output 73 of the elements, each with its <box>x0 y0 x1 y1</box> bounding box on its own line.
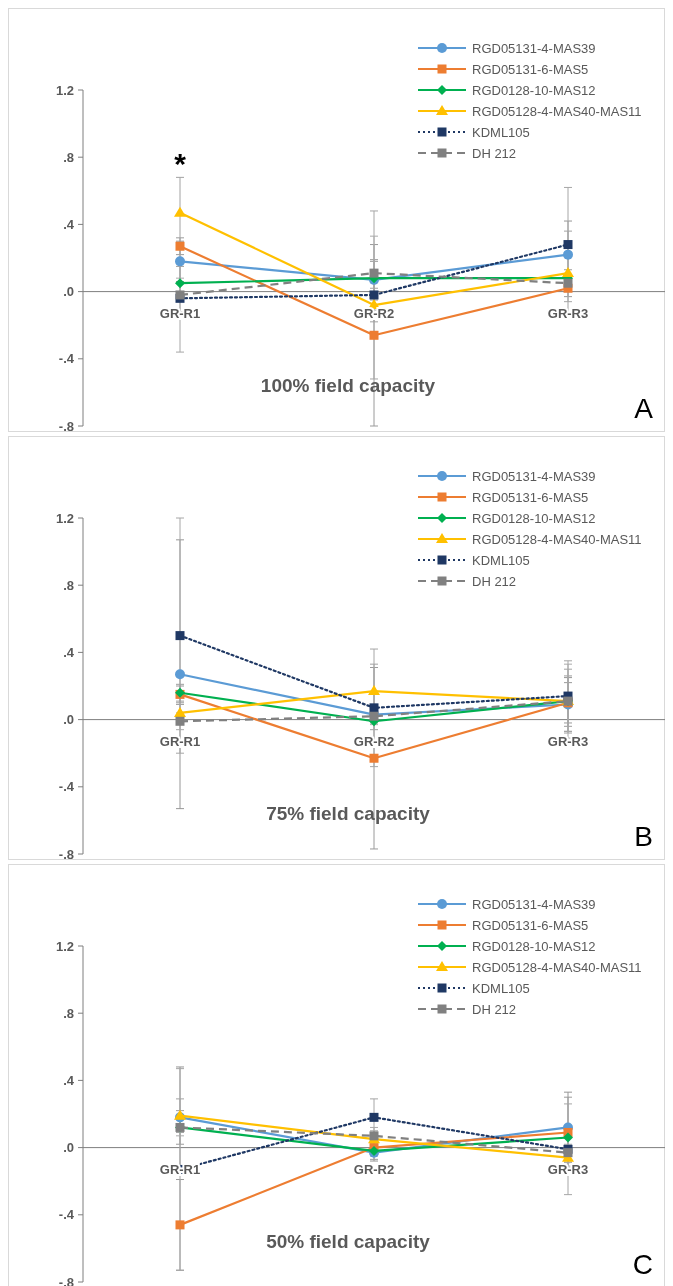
legend-label: RGD05128-4-MAS40-MAS11 <box>472 959 642 975</box>
y-tick-label: .4 <box>63 1072 75 1088</box>
y-tick-label: .4 <box>63 644 75 660</box>
y-tick-label: .0 <box>63 712 74 728</box>
point <box>369 330 379 340</box>
point <box>562 267 574 278</box>
x-tick-label: GR-R2 <box>353 733 395 749</box>
point <box>175 278 185 289</box>
point <box>369 753 379 763</box>
y-tick-label: 1.2 <box>55 82 74 98</box>
x-tick-label: GR-R2 <box>353 305 395 321</box>
point <box>368 685 380 696</box>
y-tick-label: 1.2 <box>55 938 74 954</box>
y-tick-label: .0 <box>63 1140 74 1156</box>
x-tick-label: GR-R3 <box>547 733 589 749</box>
y-tick-label: .8 <box>63 1005 74 1021</box>
point <box>563 1148 573 1158</box>
point <box>563 249 573 260</box>
y-tick-label: 1.2 <box>55 510 74 526</box>
y-tick-label: .4 <box>63 216 75 232</box>
y-tick-label: .8 <box>63 577 74 593</box>
annotation: A <box>634 393 654 424</box>
point <box>369 703 379 713</box>
annotation: 100% field capacity <box>260 375 436 397</box>
x-tick-label: GR-R1 <box>159 733 201 749</box>
legend-label: RGD05131-6-MAS5 <box>472 917 589 933</box>
annotation: 75% field capacity <box>266 803 431 825</box>
x-tick-label: GR-R3 <box>547 305 589 321</box>
legend-label: RGD0128-10-MAS12 <box>472 510 596 526</box>
point <box>563 240 573 250</box>
legend-label: DH 212 <box>472 573 517 589</box>
legend-label: DH 212 <box>472 1001 517 1017</box>
y-tick-label: -.8 <box>58 418 74 434</box>
legend-label: RGD0128-10-MAS12 <box>472 938 596 954</box>
point <box>175 1220 185 1230</box>
point <box>563 1132 573 1143</box>
x-tick-label: GR-R3 <box>547 1161 589 1177</box>
y-tick-label: -.8 <box>58 1274 74 1286</box>
x-tick-label: GR-R1 <box>159 305 201 321</box>
legend-label: RGD0128-10-MAS12 <box>472 82 596 98</box>
point <box>369 1112 379 1122</box>
legend-label: DH 212 <box>472 145 517 161</box>
y-tick-label: .8 <box>63 149 74 165</box>
legend-label: RGD05131-4-MAS39 <box>472 40 596 56</box>
point <box>175 241 185 251</box>
point <box>175 631 185 641</box>
x-tick-label: GR-R2 <box>353 1161 395 1177</box>
legend-label: RGD05128-4-MAS40-MAS11 <box>472 531 642 547</box>
legend-label: RGD05131-6-MAS5 <box>472 489 589 505</box>
y-tick-label: -.4 <box>58 779 75 795</box>
legend-label: KDML105 <box>472 124 530 140</box>
point <box>175 716 185 726</box>
annotation: * <box>174 147 187 181</box>
point <box>563 278 573 288</box>
point <box>175 256 185 267</box>
annotation: B <box>634 821 653 852</box>
legend-label: KDML105 <box>472 552 530 568</box>
y-tick-label: .0 <box>63 284 74 300</box>
legend-label: RGD05128-4-MAS40-MAS11 <box>472 103 642 119</box>
legend-label: RGD05131-4-MAS39 <box>472 468 596 484</box>
point <box>369 268 379 278</box>
y-tick-label: -.8 <box>58 846 74 862</box>
y-tick-label: -.4 <box>58 1207 75 1223</box>
y-tick-label: -.4 <box>58 351 75 367</box>
annotation: C <box>632 1249 653 1280</box>
point <box>175 669 185 680</box>
annotation: 50% field capacity <box>266 1231 431 1253</box>
legend-label: KDML105 <box>472 980 530 996</box>
point <box>369 290 379 300</box>
legend-label: RGD05131-4-MAS39 <box>472 896 596 912</box>
point <box>174 706 186 717</box>
legend-label: RGD05131-6-MAS5 <box>472 61 589 77</box>
point <box>174 206 186 217</box>
